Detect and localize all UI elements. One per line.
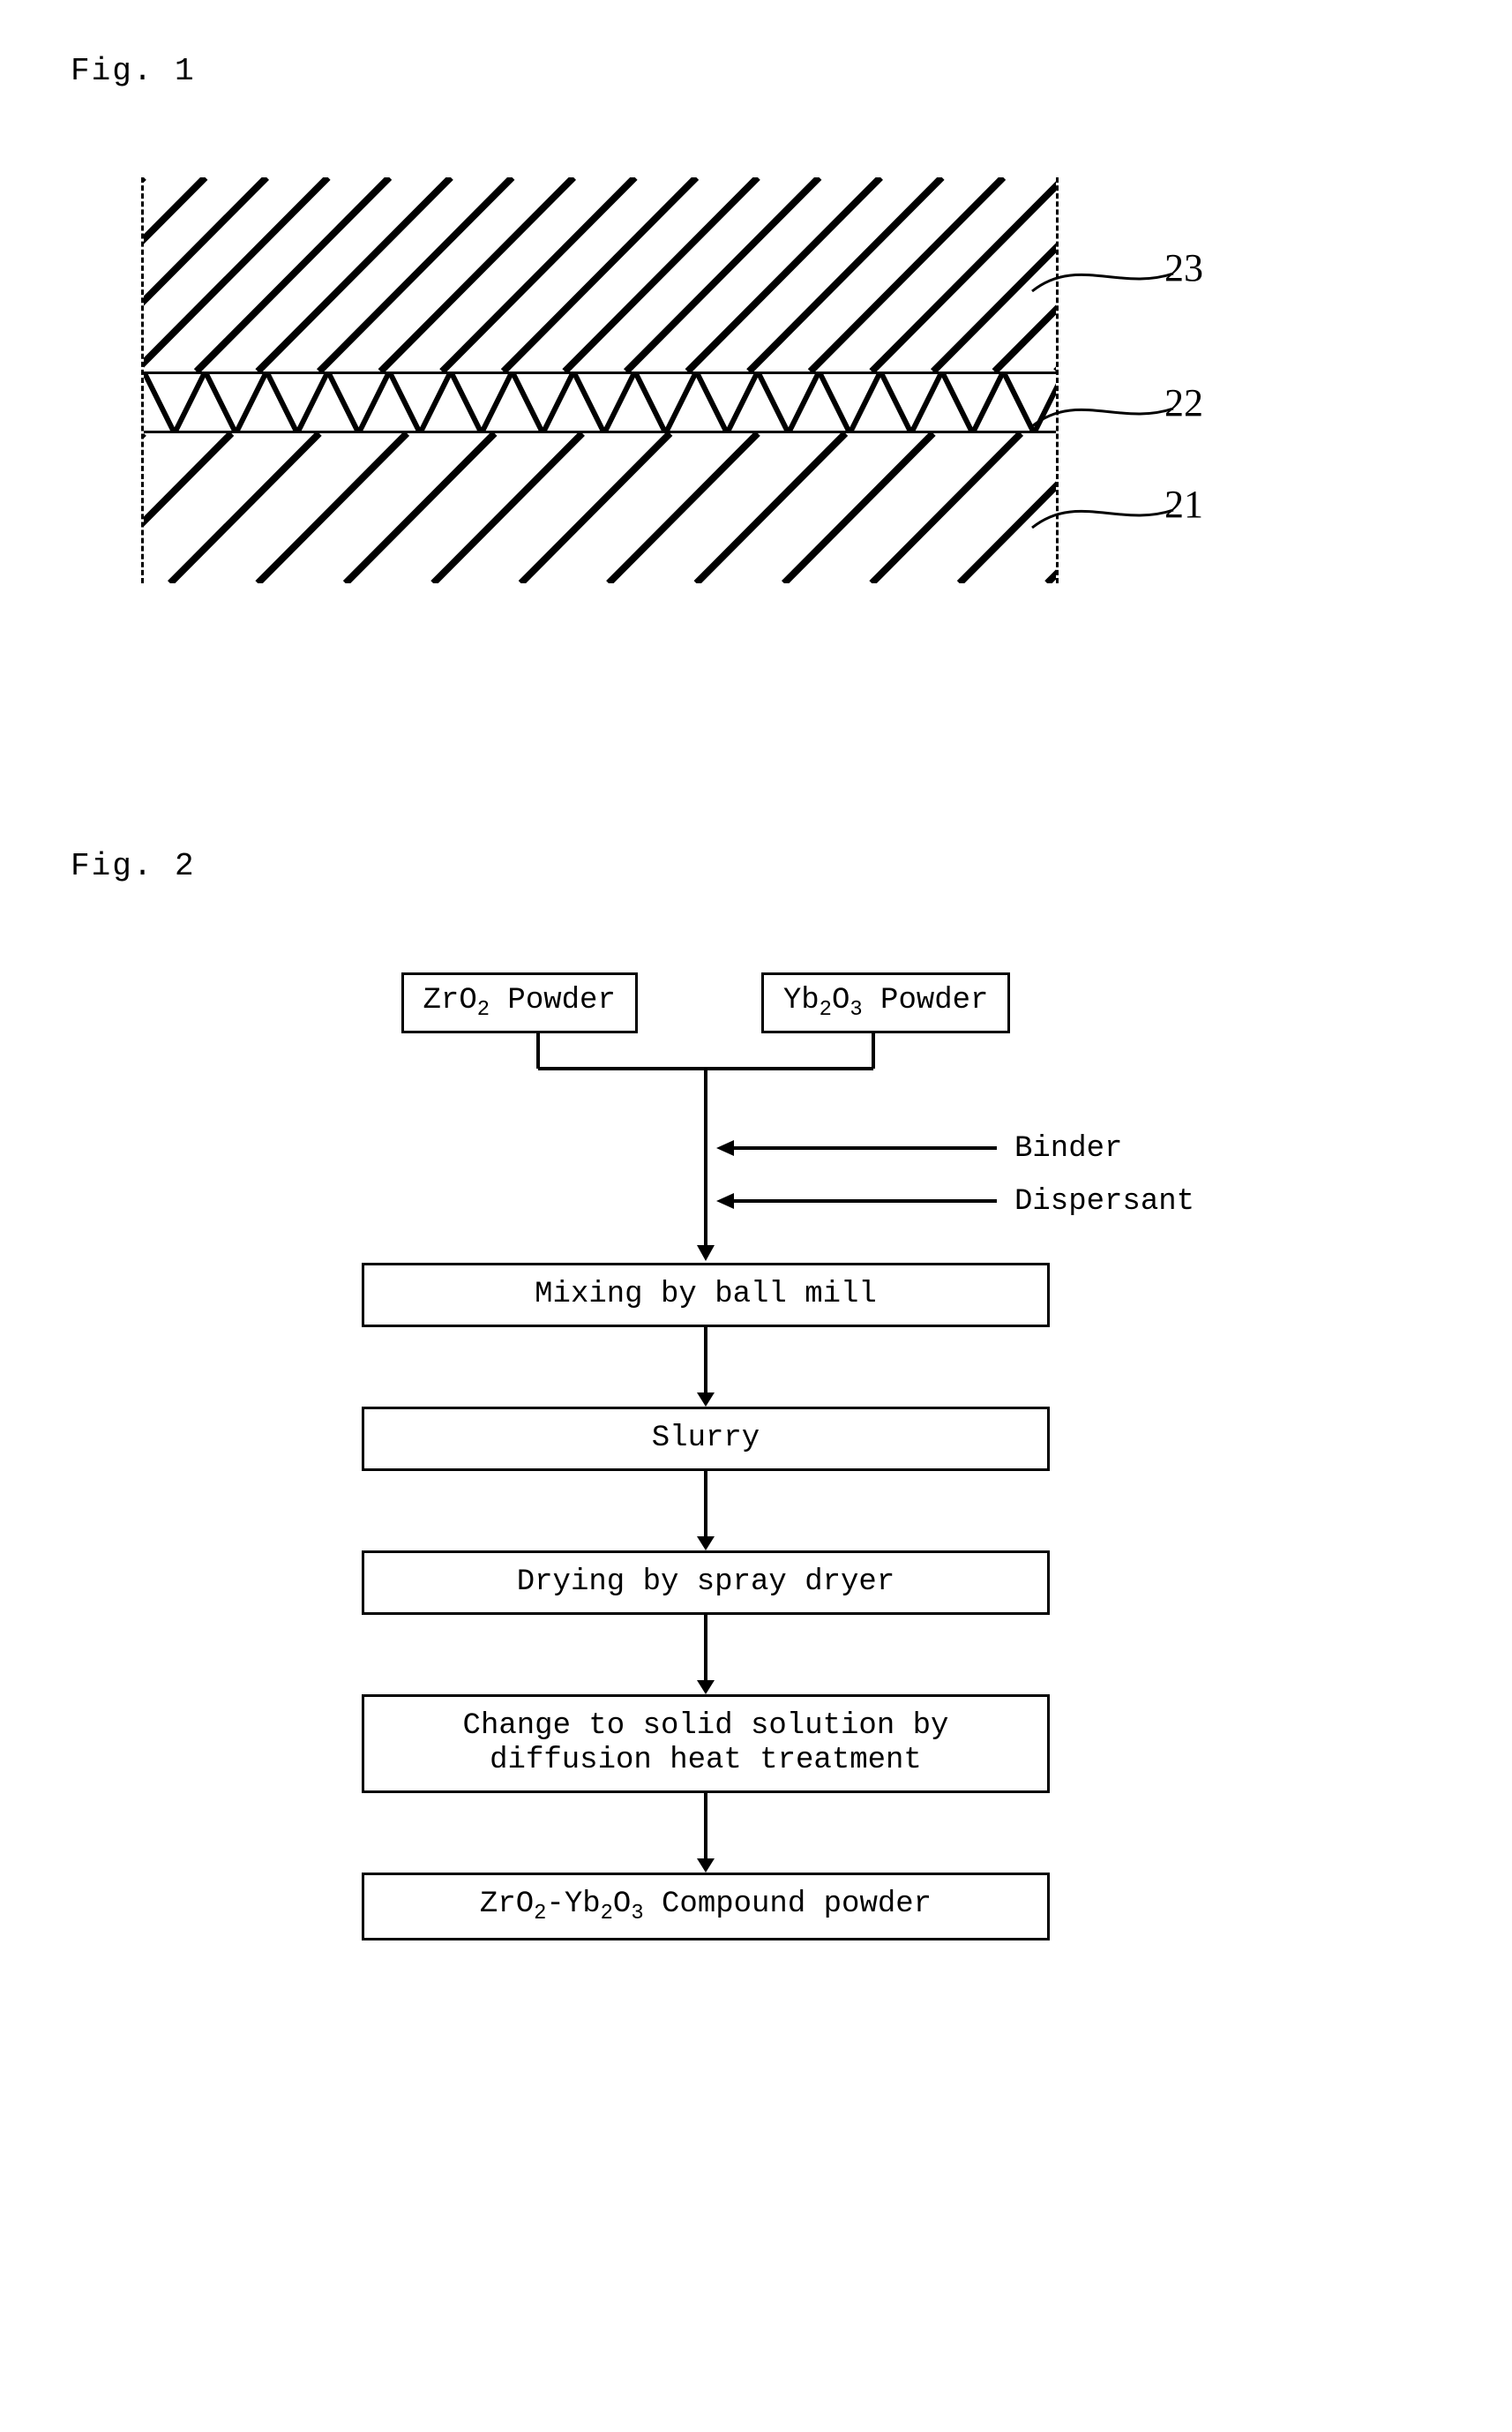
callout-21: 21 (1164, 482, 1203, 527)
arrow-down (176, 1471, 1235, 1550)
arrow-down (176, 1793, 1235, 1873)
step-box-1: Slurry (362, 1407, 1050, 1471)
layer-top (144, 177, 1056, 372)
merge-connector (176, 1033, 1235, 1113)
callout-22: 22 (1164, 380, 1203, 425)
layer-middle (144, 372, 1056, 433)
fig2-flowchart: ZrO2 Powder Yb2O3 Powder Binder Dispersant… (176, 972, 1235, 1940)
input-box-0: ZrO2 Powder (401, 972, 638, 1033)
layer-bottom (144, 433, 1056, 583)
input-box-1: Yb2O3 Powder (761, 972, 1011, 1033)
fig1-label: Fig. 1 (71, 53, 1441, 89)
step-box-3: Change to solid solution by diffusion he… (362, 1694, 1050, 1793)
step-box-0: Mixing by ball mill (362, 1263, 1050, 1327)
callout-23: 23 (1164, 245, 1203, 290)
side-input-label-1: Dispersant (1014, 1185, 1194, 1219)
output-box: ZrO2-Yb2O3 Compound powder (362, 1873, 1050, 1940)
arrow-down (176, 1615, 1235, 1694)
fig2-label: Fig. 2 (71, 848, 1441, 884)
fig1-cross-section: 23 22 21 (141, 177, 1200, 583)
step-box-2: Drying by spray dryer (362, 1550, 1050, 1615)
arrow-down (176, 1327, 1235, 1407)
side-input-label-0: Binder (1014, 1132, 1122, 1166)
side-inputs: Binder Dispersant (176, 1113, 1235, 1263)
